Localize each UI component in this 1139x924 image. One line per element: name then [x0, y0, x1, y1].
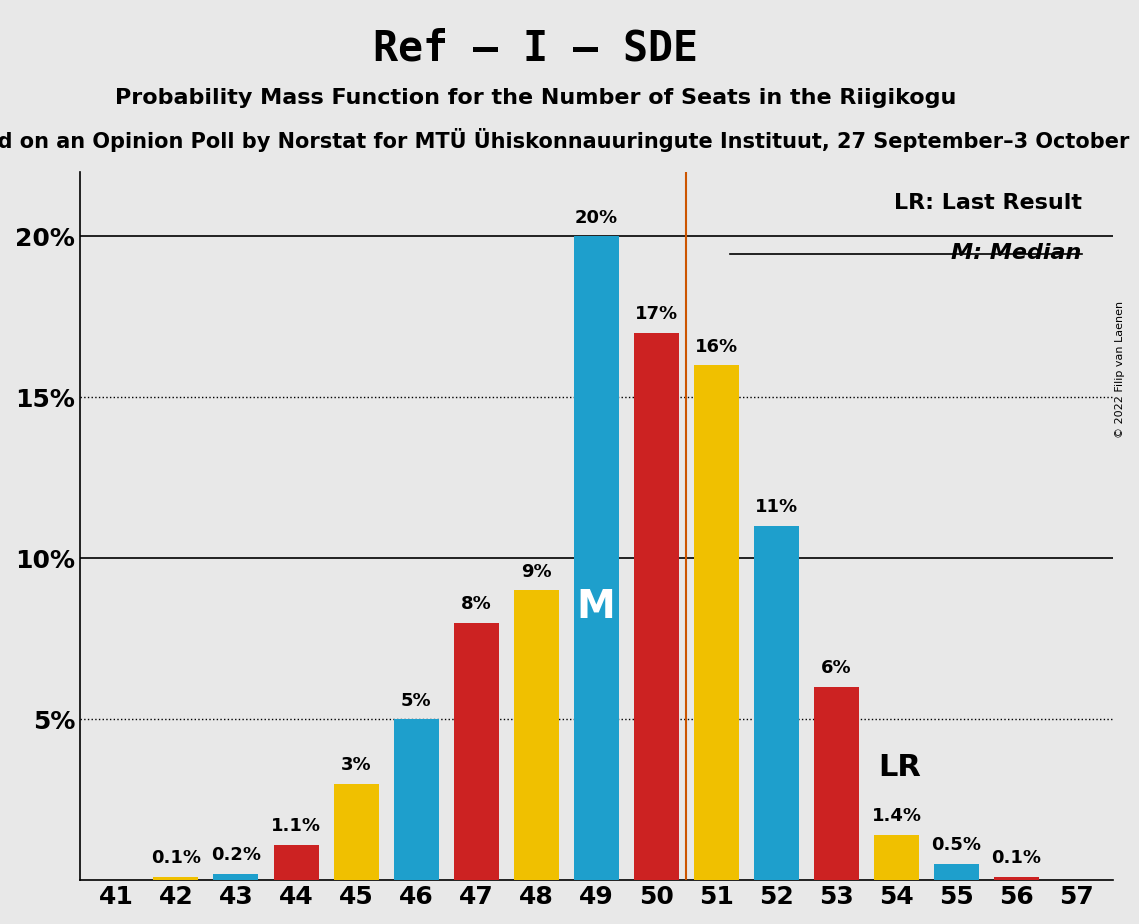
Text: 11%: 11%	[755, 498, 798, 517]
Text: LR: Last Result: LR: Last Result	[894, 193, 1082, 213]
Bar	[273, 845, 319, 881]
Bar	[453, 623, 499, 881]
Bar	[633, 333, 679, 881]
Text: 6%: 6%	[821, 660, 852, 677]
Text: M: M	[576, 588, 615, 626]
Text: Ref – I – SDE: Ref – I – SDE	[372, 28, 698, 69]
Text: LR: LR	[878, 753, 921, 782]
Text: © 2022 Filip van Laenen: © 2022 Filip van Laenen	[1115, 301, 1125, 438]
Bar	[574, 237, 618, 881]
Text: 1.1%: 1.1%	[271, 817, 321, 835]
Text: 1.4%: 1.4%	[871, 808, 921, 825]
Bar	[814, 687, 859, 881]
Bar	[334, 784, 378, 881]
Text: 0.5%: 0.5%	[932, 836, 982, 855]
Bar	[154, 877, 198, 881]
Bar	[514, 590, 559, 881]
Bar	[934, 864, 980, 881]
Text: 16%: 16%	[695, 337, 738, 356]
Bar	[874, 835, 919, 881]
Text: 5%: 5%	[401, 691, 432, 710]
Text: M: Median: M: Median	[951, 243, 1082, 263]
Text: 8%: 8%	[461, 595, 492, 613]
Text: 17%: 17%	[634, 305, 678, 323]
Text: 9%: 9%	[521, 563, 551, 581]
Bar	[754, 526, 798, 881]
Text: Probability Mass Function for the Number of Seats in the Riigikogu: Probability Mass Function for the Number…	[115, 88, 956, 108]
Text: 20%: 20%	[575, 209, 617, 226]
Text: 0.1%: 0.1%	[151, 849, 200, 868]
Bar	[213, 874, 259, 881]
Bar	[994, 877, 1039, 881]
Text: Based on an Opinion Poll by Norstat for MTÜ Ühiskonnauuringute Instituut, 27 Sep: Based on an Opinion Poll by Norstat for …	[0, 128, 1130, 152]
Text: 3%: 3%	[341, 756, 371, 774]
Text: 0.2%: 0.2%	[211, 846, 261, 864]
Bar	[694, 365, 739, 881]
Bar	[394, 719, 439, 881]
Text: 0.1%: 0.1%	[992, 849, 1041, 868]
